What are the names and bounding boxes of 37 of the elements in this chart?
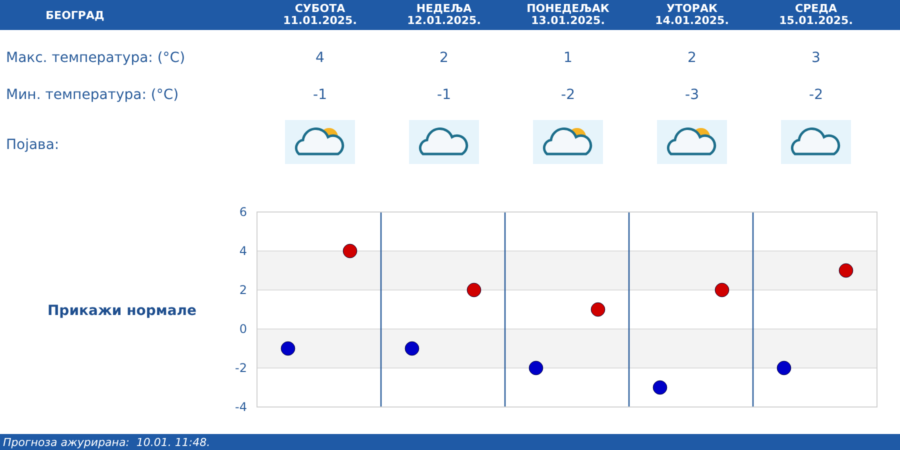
text: БЕОГРАД xyxy=(46,9,105,22)
y-tick-label: 2 xyxy=(239,282,247,297)
point xyxy=(776,360,792,376)
data-label: 2 xyxy=(440,50,448,66)
category-label: СУБОТА 11.01.2025. xyxy=(283,2,357,27)
category-label: НЕДЕЉА 12.01.2025. xyxy=(407,2,481,27)
text: Прикажи нормале xyxy=(47,303,197,319)
point xyxy=(342,244,358,258)
data-label: 2 xyxy=(688,50,696,66)
y-tick-label: -4 xyxy=(235,400,247,414)
point xyxy=(528,360,544,376)
y-tick-label: -2 xyxy=(235,360,247,375)
text: Појава: xyxy=(6,137,60,153)
point xyxy=(714,282,730,298)
category-label: ПОНЕДЕЉАК 13.01.2025. xyxy=(526,2,610,27)
y-tick-label: 4 xyxy=(239,244,247,258)
data-label: -1 xyxy=(313,87,327,103)
data-label: -3 xyxy=(685,87,699,103)
point xyxy=(466,282,482,298)
point xyxy=(652,380,668,395)
text: Мин. температура: (°C) xyxy=(6,87,179,103)
y-tick-label: 6 xyxy=(239,204,247,219)
data-label: 4 xyxy=(316,50,325,66)
text: Макс. температура: (°C) xyxy=(6,50,186,66)
data-label: 1 xyxy=(564,50,572,66)
data-label: 3 xyxy=(812,50,820,66)
point xyxy=(838,263,854,278)
data-label: -2 xyxy=(809,87,823,103)
point xyxy=(404,341,420,356)
y-tick-label: 0 xyxy=(239,322,247,336)
data-label: -1 xyxy=(437,87,451,103)
point xyxy=(590,302,606,317)
category-label: УТОРАК 14.01.2025. xyxy=(655,2,729,27)
data-label: -2 xyxy=(561,87,575,103)
text: Прогноза ажурирана: 10.01. 11:48. xyxy=(3,436,210,449)
category-label: СРЕДА 15.01.2025. xyxy=(779,2,853,27)
point xyxy=(280,341,296,356)
